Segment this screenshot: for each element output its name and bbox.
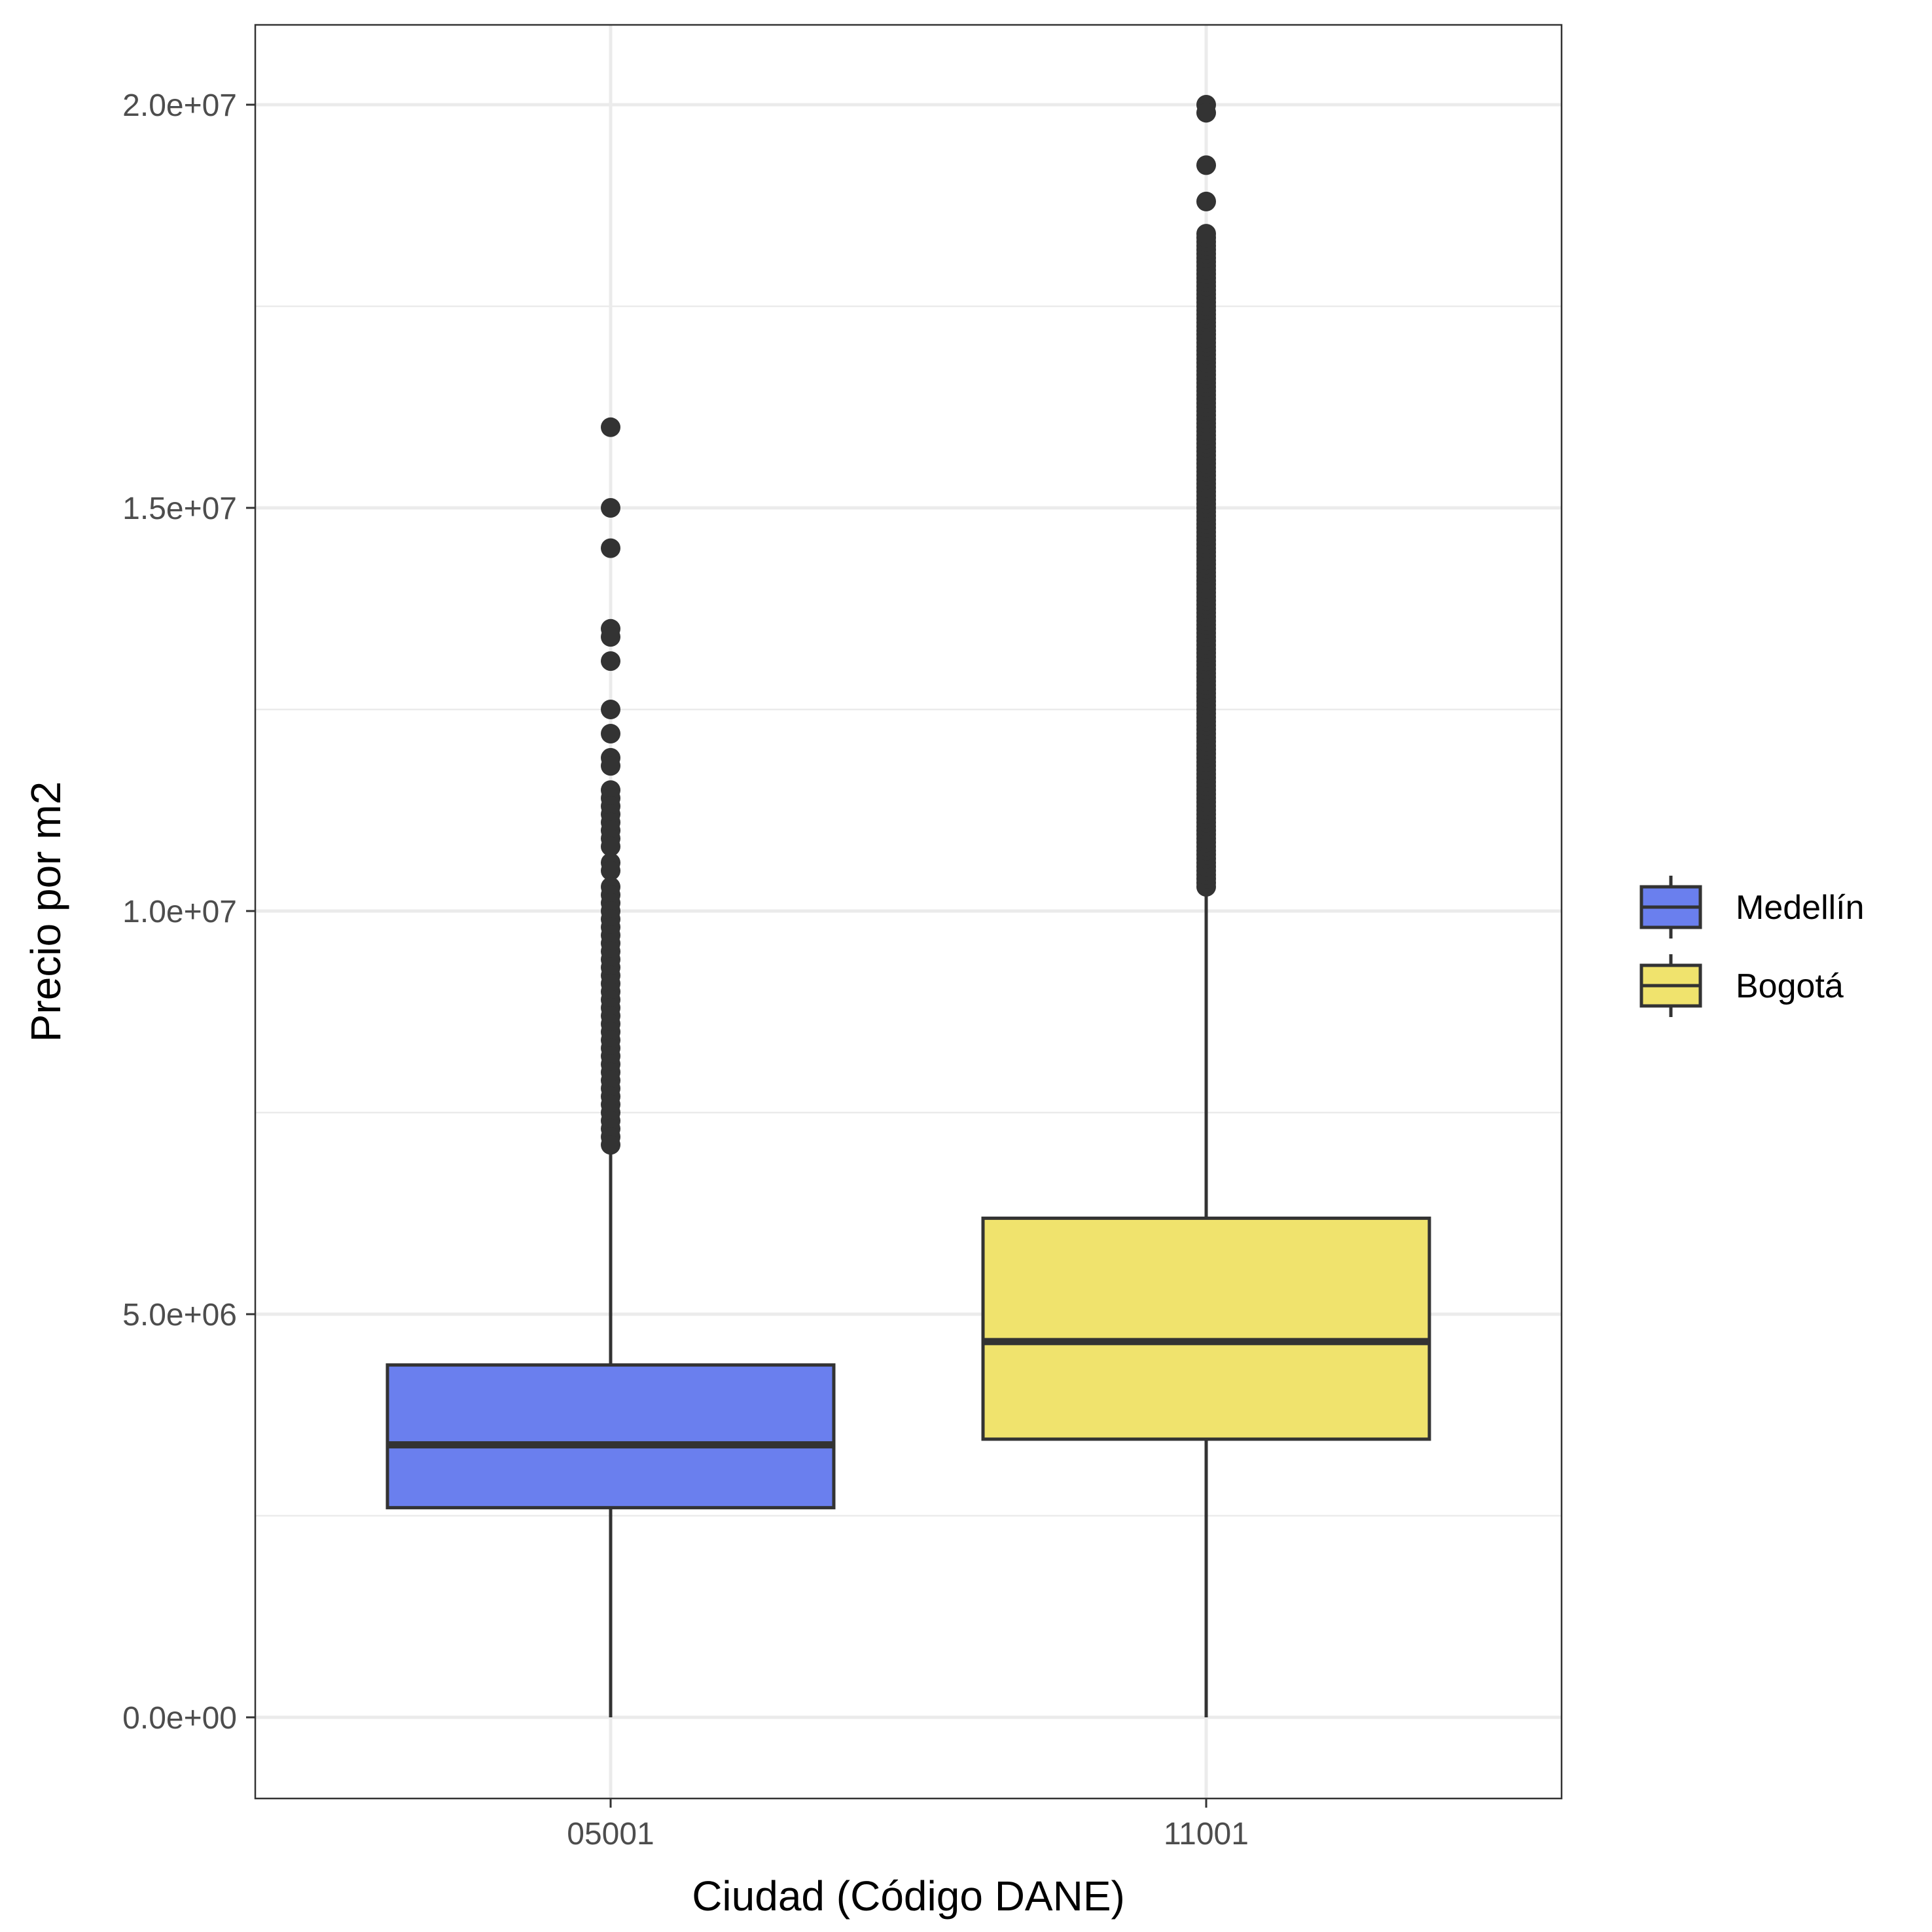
outlier-point xyxy=(1196,155,1216,175)
outlier-point xyxy=(601,538,620,558)
box-05001 xyxy=(385,1363,836,1510)
outlier-point xyxy=(1196,103,1216,123)
x-axis: 05001 11001 xyxy=(567,1798,1249,1851)
y-tick-label: 1.5e+07 xyxy=(122,492,237,526)
boxes xyxy=(385,1216,1431,1510)
outlier-point xyxy=(601,861,620,881)
box-11001 xyxy=(981,1216,1431,1441)
y-tick-label: 0.0e+00 xyxy=(122,1701,237,1736)
y-tick-label: 1.0e+07 xyxy=(122,895,237,929)
outlier-point xyxy=(601,1135,620,1155)
y-tick-label: 2.0e+07 xyxy=(122,88,237,123)
outlier-point xyxy=(601,417,620,437)
outlier-point xyxy=(601,498,620,518)
y-axis-title: Precio por m2 xyxy=(22,781,69,1042)
whiskers xyxy=(609,891,1208,1717)
y-tick-label: 5.0e+06 xyxy=(122,1298,237,1333)
x-tick-label: 11001 xyxy=(1164,1817,1249,1851)
outlier-point xyxy=(601,627,620,647)
legend-label: Bogotá xyxy=(1736,967,1844,1005)
outlier-point xyxy=(601,756,620,776)
outlier-point xyxy=(1196,224,1216,244)
x-tick-label: 05001 xyxy=(567,1817,654,1851)
outlier-points xyxy=(601,95,1216,1155)
outlier-point xyxy=(601,723,620,743)
outlier-point xyxy=(601,700,620,719)
legend: Medellín Bogotá xyxy=(1639,876,1865,1017)
outlier-point xyxy=(1196,191,1216,211)
outlier-point xyxy=(601,651,620,671)
x-axis-title: Ciudad (Código DANE) xyxy=(692,1872,1125,1920)
outlier-point xyxy=(601,836,620,857)
y-axis: 0.0e+00 5.0e+06 1.0e+07 1.5e+07 2.0e+07 xyxy=(122,88,255,1736)
legend-label: Medellín xyxy=(1736,889,1865,927)
